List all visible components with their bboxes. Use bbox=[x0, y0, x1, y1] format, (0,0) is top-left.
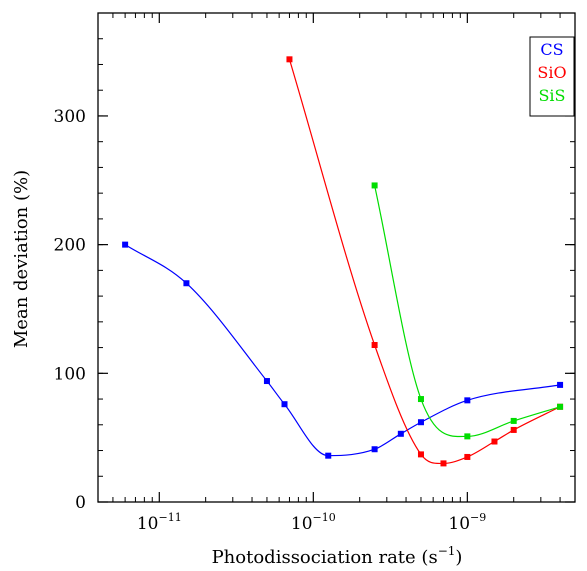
data-point-sio bbox=[510, 426, 517, 433]
data-point-sio bbox=[371, 342, 378, 349]
minor-ticks bbox=[97, 13, 576, 502]
data-point-sio bbox=[464, 453, 471, 460]
x-tick-label: 10−10 bbox=[291, 511, 336, 534]
data-point-cs bbox=[557, 381, 564, 388]
x-axis-title-suffix: ) bbox=[455, 547, 462, 568]
data-point-cs bbox=[464, 397, 471, 404]
legend-label-sio: SiO bbox=[537, 63, 566, 82]
legend: CS SiO SiS bbox=[529, 36, 575, 117]
x-axis-title-text: Photodissociation rate (s bbox=[212, 547, 438, 568]
data-point-sis bbox=[510, 417, 517, 424]
y-tick-label: 200 bbox=[54, 236, 86, 256]
x-tick-label-exponent: −10 bbox=[313, 511, 336, 524]
data-point-sis bbox=[371, 182, 378, 189]
data-point-sio bbox=[417, 451, 424, 458]
y-tick-label: 300 bbox=[54, 107, 86, 127]
data-point-sio bbox=[491, 438, 498, 445]
data-point-sio bbox=[286, 56, 293, 63]
y-tick-labels: 0 100 200 300 bbox=[54, 107, 86, 513]
legend-box bbox=[529, 36, 575, 117]
x-tick-label: 10−11 bbox=[137, 511, 182, 534]
series-line-sis bbox=[374, 185, 561, 438]
plot-frame bbox=[97, 12, 576, 503]
legend-label-sis: SiS bbox=[538, 86, 565, 105]
legend-label-cs: CS bbox=[540, 40, 563, 59]
x-tick-labels: 10−11 10−10 10−9 bbox=[137, 511, 486, 534]
x-tick-label-exponent: −9 bbox=[470, 511, 486, 524]
x-axis-title: Photodissociation rate (s−1) bbox=[212, 544, 463, 568]
data-point-cs bbox=[417, 419, 424, 426]
data-point-cs bbox=[281, 401, 288, 408]
data-point-sio bbox=[440, 460, 447, 467]
data-point-cs bbox=[122, 241, 129, 248]
series-curves bbox=[124, 59, 561, 465]
y-tick-label: 100 bbox=[54, 364, 86, 384]
data-point-sis bbox=[557, 403, 564, 410]
x-axis-title-superscript: −1 bbox=[438, 544, 456, 558]
data-point-cs bbox=[263, 378, 270, 385]
series-line-sio bbox=[288, 59, 561, 465]
series-markers bbox=[122, 56, 564, 467]
y-tick-label: 0 bbox=[75, 493, 86, 513]
series-line-cs bbox=[124, 244, 561, 457]
data-point-cs bbox=[371, 446, 378, 453]
data-point-sis bbox=[464, 433, 471, 440]
x-tick-label-base: 10 bbox=[291, 514, 313, 534]
data-point-cs bbox=[325, 452, 332, 459]
data-point-cs bbox=[183, 280, 190, 287]
major-ticks bbox=[98, 13, 575, 503]
data-point-cs bbox=[397, 430, 404, 437]
x-tick-label: 10−9 bbox=[448, 511, 486, 534]
x-tick-label-exponent: −11 bbox=[159, 511, 182, 524]
data-point-sis bbox=[417, 396, 424, 403]
x-tick-label-base: 10 bbox=[448, 514, 470, 534]
y-axis-title: Mean deviation (%) bbox=[11, 170, 32, 348]
x-tick-label-base: 10 bbox=[137, 514, 159, 534]
